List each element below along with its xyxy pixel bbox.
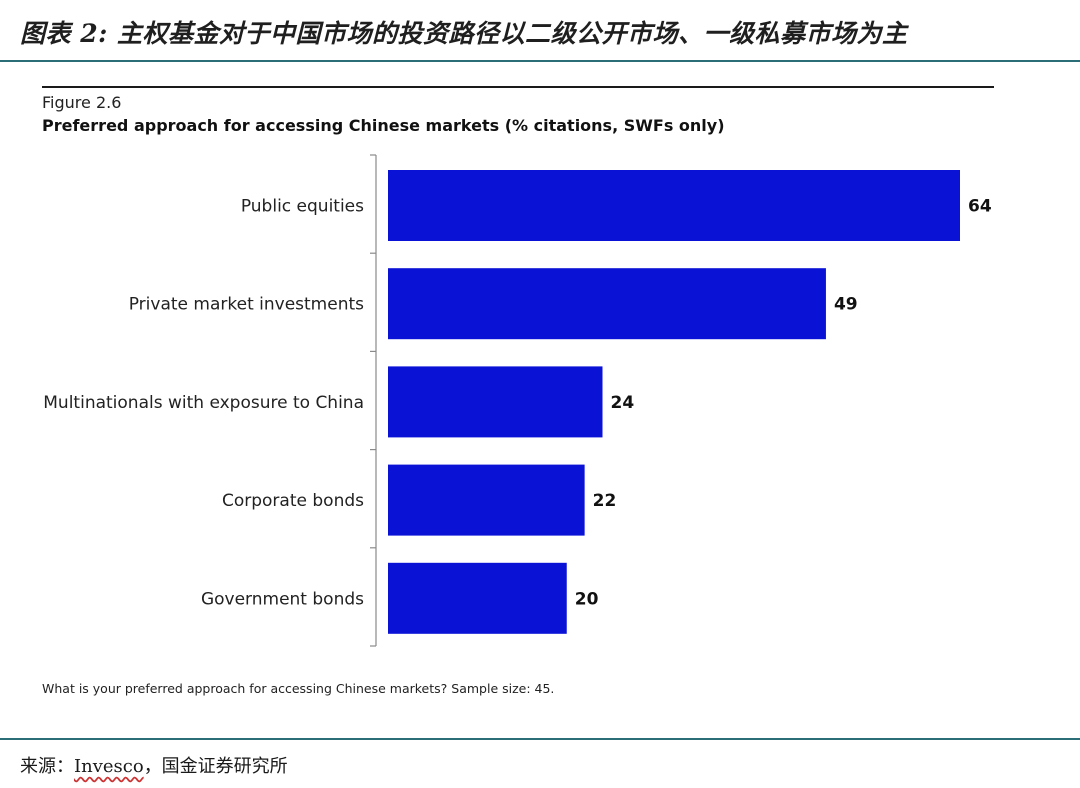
category-label: Private market investments xyxy=(129,295,364,315)
source-suffix: ，国金证券研究所 xyxy=(143,756,288,777)
figure-label: Figure 2.6 xyxy=(42,93,122,112)
source-prefix: 来源： xyxy=(20,756,74,777)
bar xyxy=(388,170,960,241)
report-chart-title: 图表 2: 主权基金对于中国市场的投资路径以二级公开市场、一级私募市场为主 xyxy=(20,19,908,48)
category-label: Corporate bonds xyxy=(222,491,364,511)
bar xyxy=(388,464,585,536)
data-label: 20 xyxy=(575,589,599,609)
figure-title: Preferred approach for accessing Chinese… xyxy=(42,116,725,135)
source-name: Invesco xyxy=(74,756,144,777)
figure-footnote: What is your preferred approach for acce… xyxy=(42,681,555,696)
header-divider xyxy=(0,60,1080,62)
category-label: Government bonds xyxy=(201,589,364,609)
category-label: Multinationals with exposure to China xyxy=(43,393,364,413)
figure-top-rule xyxy=(42,86,994,88)
category-label: Public equities xyxy=(241,197,364,217)
data-label: 24 xyxy=(611,393,635,413)
bar xyxy=(388,562,567,634)
bar xyxy=(388,268,826,340)
data-label: 49 xyxy=(834,295,858,315)
source-line: 来源：Invesco，国金证券研究所 xyxy=(20,752,288,778)
data-label: 22 xyxy=(593,491,617,511)
data-label: 64 xyxy=(968,197,992,217)
bar xyxy=(388,366,603,438)
footer-divider xyxy=(0,738,1080,740)
